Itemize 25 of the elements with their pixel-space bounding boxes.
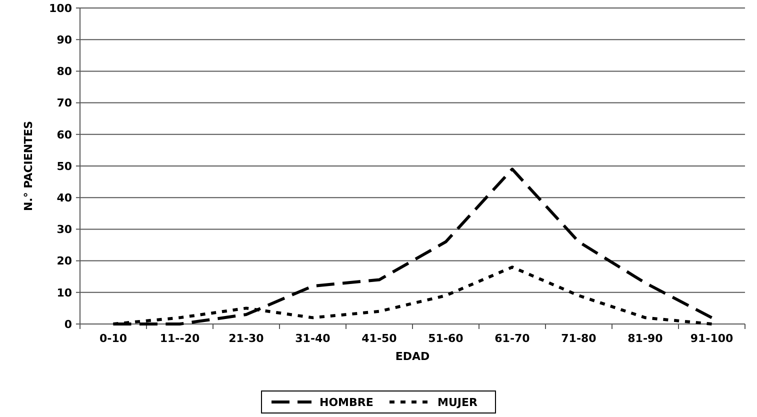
- y-tick-label: 40: [56, 191, 72, 204]
- y-tick-label: 10: [56, 286, 72, 300]
- x-tick-label: 91-100: [690, 332, 734, 345]
- y-tick-label: 90: [56, 33, 72, 46]
- x-tick-label: 61-70: [494, 332, 530, 345]
- x-tick-label: 71-80: [561, 332, 597, 345]
- x-tick-label: 31-40: [295, 332, 331, 345]
- y-axis-title: N.° PACIENTES: [22, 120, 35, 212]
- y-tick-label: 60: [56, 128, 72, 142]
- x-tick-label: 41-50: [362, 332, 398, 345]
- x-tick-label: 81-90: [628, 332, 664, 345]
- y-tick-label: 80: [56, 65, 72, 78]
- x-tick-label: 51-60: [428, 332, 464, 345]
- y-tick-label: 70: [56, 96, 72, 110]
- y-tick-label: 0: [64, 318, 72, 331]
- y-tick-label: 20: [56, 254, 72, 268]
- y-tick-label: 30: [56, 223, 72, 236]
- legend-label: MUJER: [438, 396, 478, 409]
- y-tick-label: 100: [49, 2, 72, 15]
- x-tick-label: 0-10: [99, 332, 128, 345]
- x-tick-label: 21-30: [228, 332, 264, 345]
- y-tick-label: 50: [56, 160, 72, 173]
- x-axis-title: EDAD: [395, 350, 430, 363]
- legend-label: HOMBRE: [320, 396, 374, 409]
- x-tick-label: 11--20: [160, 332, 200, 345]
